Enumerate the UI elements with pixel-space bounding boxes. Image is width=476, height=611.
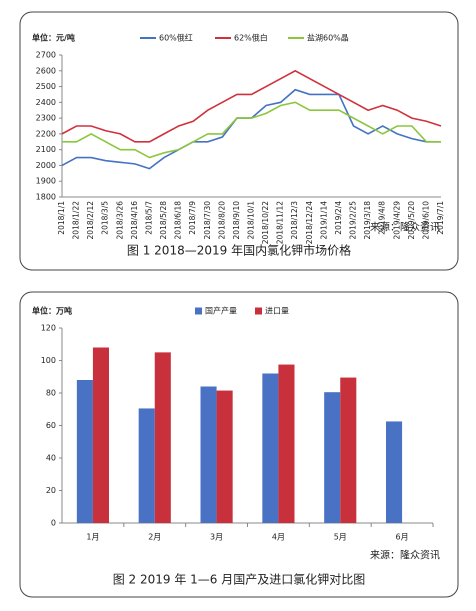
x-tick-label: 2018/9/10 — [232, 201, 241, 240]
x-tick-label: 2018/10/22 — [261, 201, 270, 244]
x-tick-label: 2018/1/22 — [72, 201, 81, 240]
y-tick-label: 0 — [51, 519, 56, 528]
x-tick-label: 2019/4/29 — [392, 201, 401, 240]
x-tick-label: 2月 — [148, 533, 161, 542]
x-tick-label: 2019/6/10 — [421, 201, 430, 240]
unit-label: 单位：元/吨 — [32, 33, 75, 43]
x-tick-label: 2018/6/18 — [174, 201, 183, 240]
y-tick-label: 2000 — [36, 161, 56, 170]
y-tick-label: 20 — [46, 486, 56, 495]
x-tick-label: 1月 — [86, 533, 99, 542]
y-tick-label: 40 — [46, 454, 56, 463]
x-tick-label: 2019/2/4 — [334, 201, 343, 235]
bar — [324, 392, 341, 523]
bar — [76, 380, 93, 523]
x-tick-label: 2018/1/1 — [57, 201, 66, 235]
bar — [154, 352, 171, 523]
figure-caption: 图 1 2018—2019 年国内氯化钾市场价格 — [127, 243, 351, 258]
y-tick-label: 80 — [46, 389, 56, 398]
x-tick-label: 2019/1/14 — [319, 201, 328, 240]
x-tick-label: 2018/12/3 — [290, 201, 299, 240]
bar — [216, 390, 233, 523]
y-tick-label: 2300 — [36, 114, 56, 123]
unit-label: 单位：万吨 — [32, 306, 72, 316]
figure-caption: 图 2 2019 年 1—6 月国产及进口氯化钾对比图 — [113, 573, 366, 587]
figure-frame — [19, 11, 459, 271]
y-tick-label: 1800 — [36, 193, 56, 202]
y-tick-label: 2200 — [36, 129, 56, 138]
x-tick-label: 2019/7/1 — [436, 201, 445, 235]
bar — [340, 377, 357, 523]
x-tick-label: 2018/11/12 — [276, 201, 285, 244]
bar — [262, 373, 279, 523]
x-tick-label: 2018/3/5 — [101, 201, 110, 235]
x-tick-label: 2018/7/9 — [188, 201, 197, 235]
legend-label: 60%俄红 — [159, 33, 193, 43]
y-tick-label: 2700 — [36, 51, 56, 60]
x-tick-label: 2018/10/1 — [247, 201, 256, 240]
bar — [138, 408, 155, 523]
y-tick-label: 100 — [41, 356, 56, 365]
x-tick-label: 2018/7/30 — [203, 201, 212, 240]
y-tick-label: 60 — [46, 421, 56, 430]
x-tick-label: 2018/4/16 — [130, 201, 139, 240]
bar — [200, 386, 217, 523]
line-series — [62, 101, 441, 159]
figure-frame — [19, 291, 459, 598]
x-tick-label: 2019/2/25 — [349, 201, 358, 240]
y-tick-label: 1900 — [36, 177, 56, 186]
source-note: 来源：隆众资讯 — [370, 221, 440, 234]
line-series — [61, 69, 442, 143]
legend-label: 国产产量 — [205, 306, 237, 316]
x-tick-label: 2018/8/20 — [217, 201, 226, 240]
legend-swatch — [255, 307, 262, 315]
y-tick-label: 120 — [41, 324, 56, 333]
y-tick-label: 2100 — [36, 145, 56, 154]
x-tick-label: 2018/3/26 — [115, 201, 124, 240]
x-tick-label: 2019/5/20 — [407, 201, 416, 240]
x-tick-label: 2018/12/24 — [305, 201, 314, 244]
x-tick-label: 4月 — [272, 533, 285, 542]
x-tick-label: 3月 — [210, 533, 223, 542]
bar — [386, 421, 403, 523]
bar — [278, 364, 295, 523]
y-tick-label: 2500 — [36, 82, 56, 91]
x-tick-label: 2018/2/12 — [86, 201, 95, 240]
line-series — [61, 88, 441, 170]
legend-label: 进口量 — [265, 307, 289, 316]
bar — [92, 347, 109, 523]
legend-label: 盐湖60%晶 — [307, 33, 349, 43]
x-tick-label: 2019/4/8 — [378, 201, 387, 235]
x-tick-label: 2018/5/28 — [159, 201, 168, 240]
source-note: 来源：隆众资讯 — [370, 549, 440, 562]
legend-label: 62%俄白 — [234, 33, 268, 43]
x-tick-label: 2019/3/18 — [363, 201, 372, 240]
y-tick-label: 2600 — [36, 66, 56, 75]
x-tick-label: 5月 — [334, 533, 347, 542]
x-tick-label: 6月 — [396, 533, 409, 542]
y-tick-label: 2400 — [36, 98, 56, 107]
x-tick-label: 2018/5/7 — [144, 201, 153, 235]
legend-swatch — [195, 307, 202, 315]
